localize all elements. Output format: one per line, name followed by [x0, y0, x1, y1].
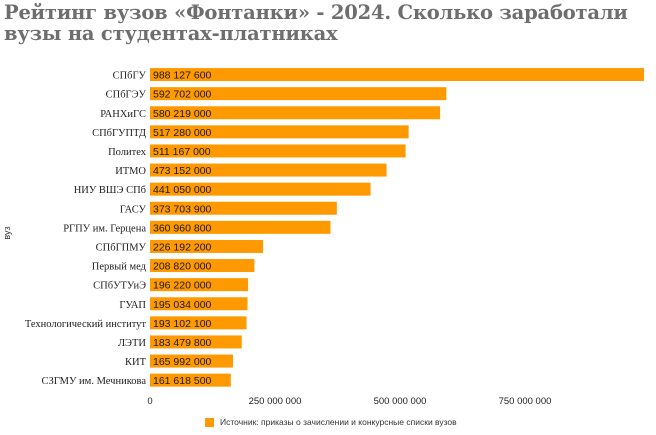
category-label-16: СЗГМУ им. Мечникова — [41, 376, 146, 387]
value-label-13: 193 102 100 — [153, 318, 212, 330]
value-label-8: 360 960 800 — [153, 222, 212, 234]
bar-7 — [150, 201, 337, 215]
bar-14 — [150, 335, 242, 349]
category-label-11: СПбУТУиЭ — [93, 281, 146, 292]
value-label-2: 580 219 000 — [153, 108, 212, 120]
category-label-2: РАНХиГС — [100, 109, 146, 120]
value-label-4: 511 167 000 — [153, 146, 211, 158]
bar-11 — [150, 278, 249, 292]
x-tick-label-0: 0 — [147, 396, 152, 407]
category-label-14: ЛЭТИ — [118, 338, 146, 349]
bar-8 — [150, 220, 331, 234]
bar-6 — [150, 182, 371, 196]
value-label-1: 592 702 000 — [153, 89, 212, 101]
value-label-5: 473 152 000 — [153, 165, 212, 177]
legend-swatch — [205, 417, 214, 427]
value-label-12: 195 034 000 — [153, 299, 212, 311]
bar-3 — [150, 125, 409, 139]
value-label-7: 373 703 900 — [153, 203, 212, 215]
legend: Источник: приказы о зачислении и конкурс… — [205, 417, 457, 427]
bar-13 — [150, 316, 247, 330]
value-label-14: 183 479 800 — [153, 337, 212, 349]
value-label-0: 988 127 600 — [153, 70, 212, 82]
category-label-12: ГУАП — [119, 300, 146, 311]
x-tick-label-3: 750 000 000 — [499, 396, 552, 407]
value-label-16: 161 618 500 — [153, 375, 212, 387]
bar-16 — [150, 373, 231, 387]
bar-5 — [150, 163, 387, 177]
value-label-3: 517 280 000 — [153, 127, 212, 139]
category-label-1: СПбГЭУ — [106, 90, 147, 101]
chart-title: Рейтинг вузов «Фонтанки» - 2024. Сколько… — [4, 1, 628, 45]
category-label-15: КИТ — [125, 357, 147, 368]
category-label-6: НИУ ВШЭ СПб — [74, 185, 146, 196]
legend-label: Источник: приказы о зачислении и конкурс… — [220, 417, 457, 427]
bar-9 — [150, 239, 264, 253]
value-label-6: 441 050 000 — [153, 184, 212, 196]
x-tick-label-1: 250 000 000 — [249, 396, 302, 407]
category-label-10: Первый мед — [92, 262, 147, 273]
bar-12 — [150, 297, 248, 311]
category-label-13: Технологический институт — [25, 319, 147, 330]
bar-15 — [150, 354, 233, 368]
value-label-11: 196 220 000 — [153, 280, 212, 292]
value-label-10: 208 820 000 — [153, 261, 212, 273]
value-label-9: 226 192 200 — [153, 241, 212, 253]
category-label-3: СПбГУПТД — [92, 128, 146, 139]
category-label-5: ИТМО — [115, 166, 146, 177]
bar-2 — [150, 106, 441, 120]
category-label-4: Политех — [108, 147, 147, 158]
bar-0 — [150, 68, 645, 82]
category-label-8: РГПУ им. Герцена — [63, 223, 146, 234]
bar-4 — [150, 144, 406, 158]
category-label-0: СПбГУ — [113, 71, 147, 82]
bar-1 — [150, 87, 447, 101]
category-label-7: ГАСУ — [120, 204, 147, 215]
value-label-15: 165 992 000 — [153, 356, 212, 368]
x-tick-label-2: 500 000 000 — [374, 396, 427, 407]
bar-10 — [150, 259, 255, 273]
category-label-9: СПбГПМУ — [96, 242, 147, 253]
